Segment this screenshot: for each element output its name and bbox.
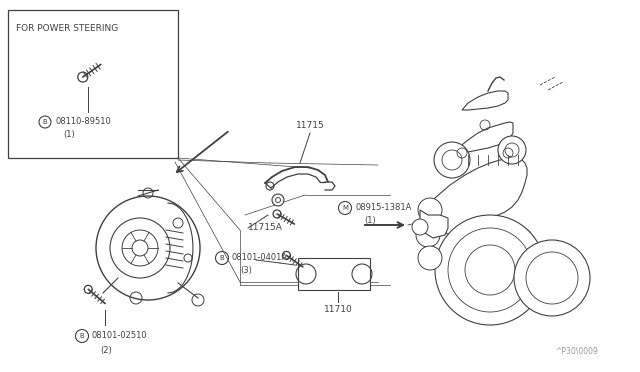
Text: 08915-1381A: 08915-1381A bbox=[356, 203, 412, 212]
Text: 11710: 11710 bbox=[324, 305, 353, 314]
Text: 08101-02510: 08101-02510 bbox=[92, 331, 148, 340]
Text: B: B bbox=[220, 255, 225, 261]
Bar bbox=[8, 10, 178, 158]
Circle shape bbox=[435, 215, 545, 325]
Text: B: B bbox=[43, 119, 47, 125]
Text: 08101-0401A: 08101-0401A bbox=[232, 253, 288, 263]
Text: 11715A: 11715A bbox=[248, 224, 283, 232]
Bar bbox=[298, 258, 370, 290]
Text: ^P30\0009: ^P30\0009 bbox=[555, 346, 598, 355]
Text: 11715: 11715 bbox=[296, 121, 324, 129]
Text: (1): (1) bbox=[63, 131, 75, 140]
Text: FOR POWER STEERING: FOR POWER STEERING bbox=[16, 24, 118, 33]
Text: (2): (2) bbox=[100, 346, 112, 355]
Text: B: B bbox=[79, 333, 84, 339]
Text: M: M bbox=[342, 205, 348, 211]
Polygon shape bbox=[420, 210, 448, 238]
Circle shape bbox=[416, 223, 440, 247]
Polygon shape bbox=[462, 91, 508, 110]
Circle shape bbox=[434, 142, 470, 178]
Circle shape bbox=[418, 246, 442, 270]
Polygon shape bbox=[450, 122, 513, 155]
Circle shape bbox=[272, 194, 284, 206]
Circle shape bbox=[514, 240, 590, 316]
Circle shape bbox=[412, 219, 428, 235]
Polygon shape bbox=[420, 158, 532, 265]
Circle shape bbox=[418, 198, 442, 222]
Text: 08110-89510: 08110-89510 bbox=[55, 118, 111, 126]
Text: (1): (1) bbox=[364, 217, 376, 225]
Text: (3): (3) bbox=[240, 266, 252, 276]
Circle shape bbox=[498, 136, 526, 164]
